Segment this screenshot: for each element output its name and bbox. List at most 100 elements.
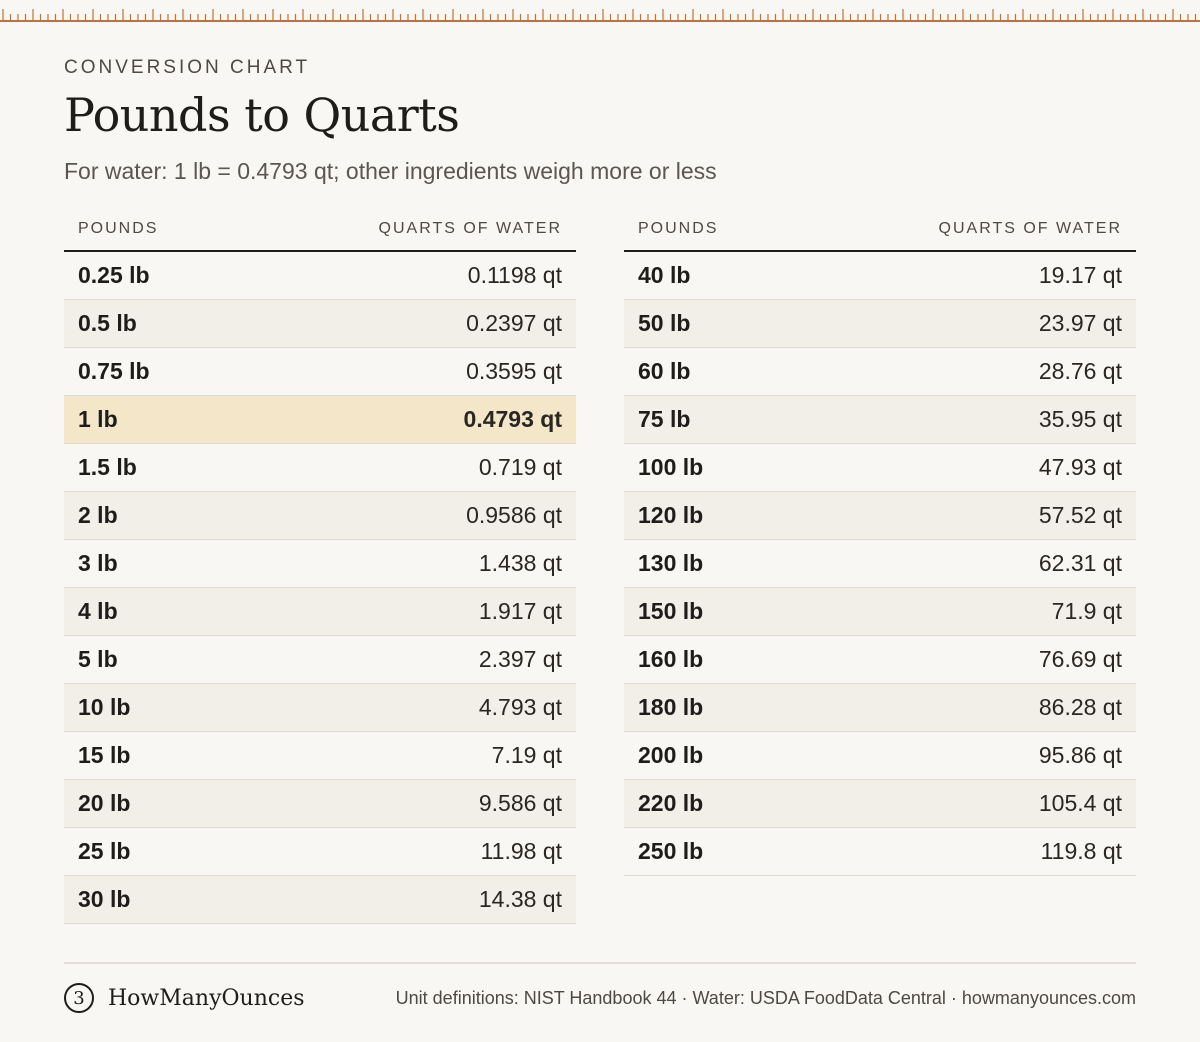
table-row: 220 lb 105.4 qt bbox=[624, 780, 1136, 828]
quarts-cell: 0.4793 qt bbox=[463, 406, 562, 432]
quarts-cell: 0.1198 qt bbox=[467, 262, 562, 288]
table-row: 40 lb 19.17 qt bbox=[624, 252, 1136, 300]
quarts-cell: 11.98 qt bbox=[480, 838, 562, 864]
table-header: POUNDS QUARTS OF WATER bbox=[64, 208, 576, 252]
pounds-cell: 60 lb bbox=[638, 358, 691, 384]
brand-name: HowManyOunces bbox=[108, 985, 305, 1011]
pounds-cell: 10 lb bbox=[78, 694, 131, 720]
table-row: 10 lb 4.793 qt bbox=[64, 684, 576, 732]
pounds-cell: 0.75 lb bbox=[78, 358, 150, 384]
page-title: Pounds to Quarts bbox=[64, 88, 460, 142]
table-row: 200 lb 95.86 qt bbox=[624, 732, 1136, 780]
table-row: 4 lb 1.917 qt bbox=[64, 588, 576, 636]
pounds-cell: 0.5 lb bbox=[78, 310, 137, 336]
column-header-pounds: POUNDS bbox=[638, 220, 719, 237]
table-row: 1.5 lb 0.719 qt bbox=[64, 444, 576, 492]
quarts-cell: 7.19 qt bbox=[491, 742, 562, 768]
footer-divider bbox=[64, 962, 1136, 964]
pounds-cell: 130 lb bbox=[638, 550, 704, 576]
table-row: 250 lb 119.8 qt bbox=[624, 828, 1136, 876]
table-row: 75 lb 35.95 qt bbox=[624, 396, 1136, 444]
pounds-cell: 1.5 lb bbox=[78, 454, 137, 480]
pounds-cell: 2 lb bbox=[78, 502, 118, 528]
conversion-table-left: POUNDS QUARTS OF WATER 0.25 lb 0.1198 qt 0… bbox=[64, 208, 576, 924]
quarts-cell: 2.397 qt bbox=[478, 646, 562, 672]
pounds-cell: 0.25 lb bbox=[78, 262, 150, 288]
brand-logo[interactable]: 3 HowManyOunces bbox=[64, 983, 305, 1013]
quarts-cell: 62.31 qt bbox=[1038, 550, 1122, 576]
pounds-cell: 20 lb bbox=[78, 790, 131, 816]
table-body: 0.25 lb 0.1198 qt 0.5 lb 0.2397 qt 0.75 lb 0.… bbox=[64, 252, 576, 924]
table-row: 100 lb 47.93 qt bbox=[624, 444, 1136, 492]
pounds-cell: 40 lb bbox=[638, 262, 691, 288]
quarts-cell: 119.8 qt bbox=[1040, 838, 1122, 864]
table-row: 2 lb 0.9586 qt bbox=[64, 492, 576, 540]
pounds-cell: 50 lb bbox=[638, 310, 691, 336]
pounds-cell: 1 lb bbox=[78, 406, 118, 432]
table-row: 160 lb 76.69 qt bbox=[624, 636, 1136, 684]
quarts-cell: 23.97 qt bbox=[1038, 310, 1122, 336]
table-row: 130 lb 62.31 qt bbox=[624, 540, 1136, 588]
quarts-cell: 71.9 qt bbox=[1051, 598, 1122, 624]
quarts-cell: 76.69 qt bbox=[1038, 646, 1122, 672]
pounds-cell: 4 lb bbox=[78, 598, 118, 624]
column-header-pounds: POUNDS bbox=[78, 220, 159, 237]
sources-note: Unit definitions: NIST Handbook 44 · Wat… bbox=[395, 988, 1136, 1008]
pounds-cell: 75 lb bbox=[638, 406, 691, 432]
table-row-highlighted: 1 lb 0.4793 qt bbox=[64, 396, 576, 444]
table-body: 40 lb 19.17 qt 50 lb 23.97 qt 60 lb 28.76 qt 7… bbox=[624, 252, 1136, 876]
quarts-cell: 95.86 qt bbox=[1038, 742, 1122, 768]
table-row: 150 lb 71.9 qt bbox=[624, 588, 1136, 636]
quarts-cell: 0.719 qt bbox=[478, 454, 562, 480]
table-row: 50 lb 23.97 qt bbox=[624, 300, 1136, 348]
pounds-cell: 100 lb bbox=[638, 454, 704, 480]
quarts-cell: 1.438 qt bbox=[478, 550, 562, 576]
quarts-cell: 105.4 qt bbox=[1038, 790, 1122, 816]
quarts-cell: 28.76 qt bbox=[1038, 358, 1122, 384]
quarts-cell: 19.17 qt bbox=[1038, 262, 1122, 288]
quarts-cell: 14.38 qt bbox=[478, 886, 562, 912]
ruler-ticks bbox=[2, 9, 1197, 20]
table-row: 15 lb 7.19 qt bbox=[64, 732, 576, 780]
table-row: 25 lb 11.98 qt bbox=[64, 828, 576, 876]
quarts-cell: 4.793 qt bbox=[478, 694, 562, 720]
quarts-cell: 35.95 qt bbox=[1038, 406, 1122, 432]
pounds-cell: 5 lb bbox=[78, 646, 118, 672]
table-row: 30 lb 14.38 qt bbox=[64, 876, 576, 924]
quarts-cell: 1.917 qt bbox=[478, 598, 562, 624]
pounds-cell: 15 lb bbox=[78, 742, 131, 768]
page-subtitle: For water: 1 lb = 0.4793 qt; other ingre… bbox=[64, 158, 717, 184]
pounds-cell: 3 lb bbox=[78, 550, 118, 576]
pounds-cell: 150 lb bbox=[638, 598, 704, 624]
table-row: 0.5 lb 0.2397 qt bbox=[64, 300, 576, 348]
table-row: 0.25 lb 0.1198 qt bbox=[64, 252, 576, 300]
pounds-cell: 160 lb bbox=[638, 646, 704, 672]
logo-icon: 3 bbox=[64, 983, 94, 1013]
pounds-cell: 180 lb bbox=[638, 694, 704, 720]
table-row: 5 lb 2.397 qt bbox=[64, 636, 576, 684]
pounds-cell: 220 lb bbox=[638, 790, 704, 816]
pounds-cell: 25 lb bbox=[78, 838, 131, 864]
eyebrow-label: CONVERSION CHART bbox=[64, 57, 311, 78]
pounds-cell: 250 lb bbox=[638, 838, 704, 864]
table-row: 0.75 lb 0.3595 qt bbox=[64, 348, 576, 396]
conversion-table-right: POUNDS QUARTS OF WATER 40 lb 19.17 qt 50 l… bbox=[624, 208, 1136, 876]
pounds-cell: 30 lb bbox=[78, 886, 131, 912]
table-row: 180 lb 86.28 qt bbox=[624, 684, 1136, 732]
table-row: 3 lb 1.438 qt bbox=[64, 540, 576, 588]
pounds-cell: 120 lb bbox=[638, 502, 704, 528]
table-row: 20 lb 9.586 qt bbox=[64, 780, 576, 828]
quarts-cell: 86.28 qt bbox=[1038, 694, 1122, 720]
table-header: POUNDS QUARTS OF WATER bbox=[624, 208, 1136, 252]
pounds-cell: 200 lb bbox=[638, 742, 704, 768]
quarts-cell: 0.3595 qt bbox=[466, 358, 562, 384]
quarts-cell: 0.9586 qt bbox=[466, 502, 562, 528]
column-header-quarts: QUARTS OF WATER bbox=[378, 220, 562, 237]
table-row: 60 lb 28.76 qt bbox=[624, 348, 1136, 396]
column-header-quarts: QUARTS OF WATER bbox=[938, 220, 1122, 237]
quarts-cell: 57.52 qt bbox=[1038, 502, 1122, 528]
quarts-cell: 9.586 qt bbox=[478, 790, 562, 816]
quarts-cell: 0.2397 qt bbox=[466, 310, 562, 336]
quarts-cell: 47.93 qt bbox=[1038, 454, 1122, 480]
ruler-decoration bbox=[0, 0, 1200, 22]
